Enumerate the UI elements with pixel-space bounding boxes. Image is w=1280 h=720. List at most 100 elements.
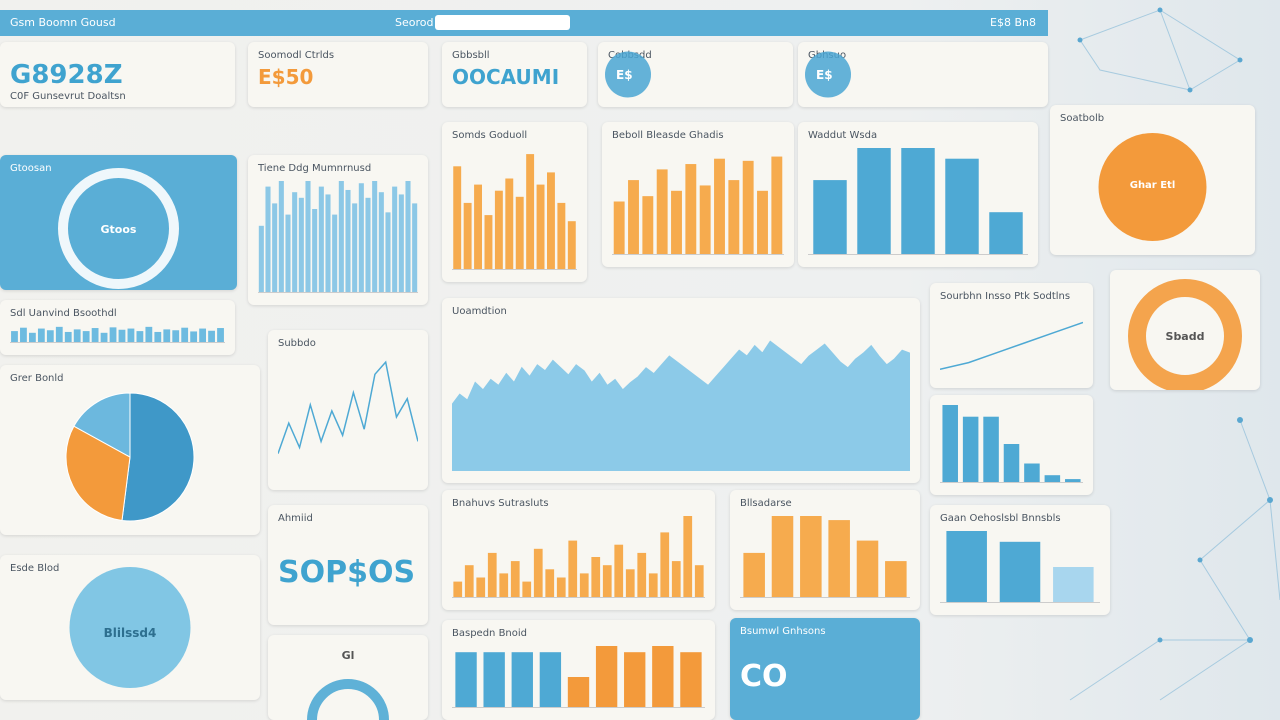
bar <box>11 331 18 343</box>
pie-slice <box>65 425 131 522</box>
bar <box>591 557 601 598</box>
bar <box>945 158 979 255</box>
panel-title: Gtoosan <box>10 163 52 174</box>
bar <box>637 552 647 598</box>
search-box[interactable] <box>435 15 570 30</box>
bar <box>109 327 117 343</box>
panel-title: G8928Z <box>10 60 123 90</box>
bar <box>455 652 477 708</box>
panel-subtitle: C0F Gunsevrut Doaltsn <box>10 91 126 102</box>
bar <box>385 212 391 293</box>
bar <box>494 190 503 270</box>
bar <box>37 328 45 343</box>
bar <box>318 186 324 293</box>
bar <box>181 327 189 343</box>
bar <box>642 196 654 255</box>
panel: Sbadd <box>1110 270 1260 390</box>
panel-title: Sdl Uanvind Bsoothdl <box>10 308 117 319</box>
bar <box>771 516 794 598</box>
search-label[interactable]: Seorod <box>395 16 434 29</box>
bar <box>292 192 298 293</box>
bar <box>579 573 589 598</box>
panel: Beboll Bleasde Ghadis <box>602 122 794 267</box>
bar <box>73 329 81 343</box>
panel-value: E$50 <box>258 64 314 89</box>
bar <box>345 189 351 293</box>
bar <box>536 184 545 270</box>
bar <box>624 652 646 708</box>
chart <box>258 181 418 293</box>
bar <box>118 329 126 343</box>
network-decoration <box>1069 7 1280 701</box>
panel: Soomodl Ctrlds E$50 <box>248 42 428 107</box>
bar <box>613 201 625 255</box>
bar <box>352 203 358 293</box>
bar <box>298 197 304 293</box>
bar <box>463 202 472 270</box>
panel-title: Soatbolb <box>1060 113 1105 124</box>
bar <box>358 183 364 293</box>
bar <box>332 214 338 293</box>
panel: Bnahuvs Sutrasluts <box>442 490 715 610</box>
bar <box>515 196 524 270</box>
panel: GbhsuoE$ <box>798 42 1048 107</box>
chart <box>452 516 705 598</box>
bar <box>265 186 271 293</box>
chart <box>10 326 225 343</box>
panel <box>930 395 1093 495</box>
chart <box>940 321 1083 371</box>
bar <box>800 516 822 598</box>
top-bar: Gsm Boomn Gousd Seorod E$8 Bn8 <box>0 10 1048 36</box>
bar <box>946 531 987 603</box>
bar <box>258 225 264 293</box>
bar <box>983 416 999 483</box>
bar <box>145 326 153 343</box>
panel-value: SOP$OS <box>278 555 416 590</box>
panel: Subbdo <box>268 330 428 490</box>
panel-title: Baspedn Bnoid <box>452 628 528 639</box>
decoration <box>307 679 389 720</box>
panel: Bllsadarse <box>730 490 920 610</box>
bar <box>828 520 850 598</box>
bar <box>652 646 674 708</box>
bar <box>694 565 704 598</box>
bar <box>136 331 144 343</box>
panel-value: Gtoos <box>100 222 137 236</box>
panel-title: Uoamdtion <box>452 306 507 317</box>
panel: G8928Z C0F Gunsevrut Doaltsn <box>0 42 235 107</box>
pie-slice <box>121 392 195 522</box>
bar <box>648 573 658 598</box>
chart <box>808 148 1028 255</box>
bar <box>556 577 566 598</box>
badge <box>69 567 191 688</box>
bar <box>567 221 576 270</box>
panel: Gl <box>268 635 428 720</box>
chart <box>278 360 418 454</box>
panel-title: Bnahuvs Sutrasluts <box>452 498 549 509</box>
bar <box>1053 567 1094 603</box>
decoration <box>69 567 191 688</box>
bar <box>412 203 418 293</box>
panel-title: Beboll Bleasde Ghadis <box>612 130 724 141</box>
bar <box>714 158 725 255</box>
bar <box>453 166 462 270</box>
bar <box>545 569 555 598</box>
bar <box>614 544 624 598</box>
panel: Waddut Wsda <box>798 122 1038 267</box>
panel: Sourbhn Insso Ptk Sodtlns <box>930 283 1093 388</box>
account[interactable]: E$8 Bn8 <box>990 16 1036 29</box>
panel-title: Esde Blod <box>10 563 60 574</box>
bar <box>464 565 474 598</box>
chart <box>940 405 1083 483</box>
bar <box>567 677 590 708</box>
bar <box>942 405 958 483</box>
chart <box>940 531 1100 603</box>
ring <box>307 679 389 720</box>
bar <box>163 329 171 343</box>
panel: Gaan Oehoslsbl Bnnsbls <box>930 505 1110 615</box>
bar <box>757 190 768 255</box>
bar <box>64 331 72 343</box>
pie-slice <box>73 392 131 458</box>
bar <box>325 194 331 293</box>
bar <box>728 180 740 255</box>
